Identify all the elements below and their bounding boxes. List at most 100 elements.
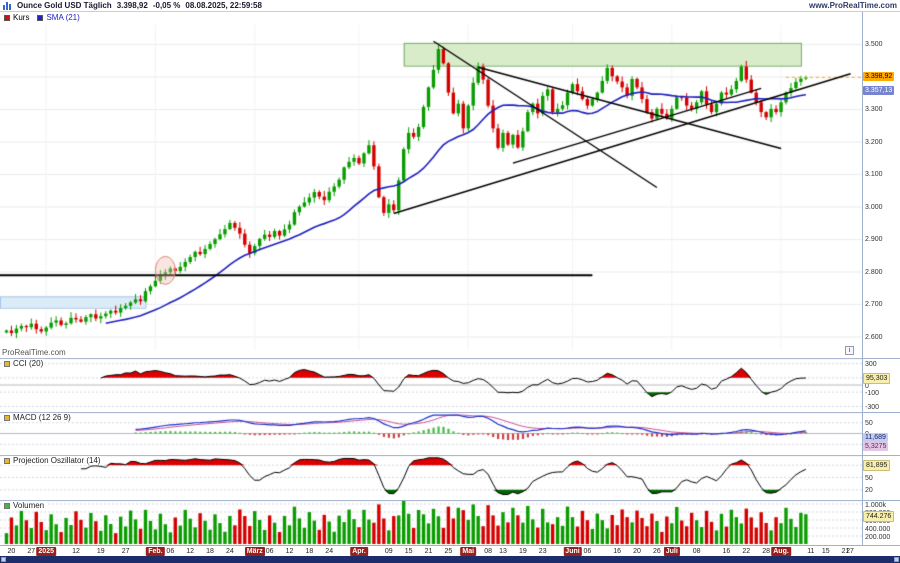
projection-canvas[interactable] xyxy=(0,455,862,500)
time-axis-day-label: 24 xyxy=(226,548,234,555)
time-axis-month-label: Apr. xyxy=(350,547,368,556)
price-tick-label: 3.100 xyxy=(865,171,883,178)
time-axis-month-label: Juni xyxy=(563,547,582,556)
watermark: ProRealTime.com xyxy=(2,348,66,357)
time-axis-day-label: 16 xyxy=(613,548,622,555)
price-tick-label: 2.700 xyxy=(865,301,883,308)
time-axis-day-label: 25 xyxy=(444,548,453,555)
price-tick-label: 3.500 xyxy=(865,41,883,48)
time-axis-day-label: 28 xyxy=(762,548,771,555)
indicator-icon xyxy=(4,414,10,421)
panel-tick-label: 200.000 xyxy=(865,533,891,541)
volume-label-chip[interactable]: Volumen xyxy=(2,501,47,510)
time-axis-day-label: 21 xyxy=(424,548,433,555)
time-axis[interactable]: 20 27 2025 12 19 27 Feb. 06 12 18 24 März 06 12 18 24 Ap… xyxy=(0,545,900,556)
quote-datetime: 08.08.2025, 22:59:58 xyxy=(185,1,262,10)
time-axis-day-label: 06 xyxy=(166,548,175,555)
price-tick-label: 2.600 xyxy=(865,333,883,341)
time-axis-day-label: 27 xyxy=(121,548,130,555)
volume-panel: Volumen 744.276 1.000k800.000600.000400.… xyxy=(0,500,900,545)
main-chart-canvas[interactable] xyxy=(0,12,862,358)
price-axis[interactable]: 3.398,92 3.357,13 3.5003.4003.3003.2003.… xyxy=(862,12,900,358)
panel-tick-label: 1.000k xyxy=(865,501,887,509)
prorealtime-link[interactable]: www.ProRealTime.com xyxy=(808,1,897,10)
cci-axis: 95,303 3001000-100-300 xyxy=(862,358,900,412)
info-button[interactable]: i xyxy=(845,346,854,355)
sma-icon xyxy=(37,14,44,21)
projection-plot-area[interactable]: Projection Oszillator (14) xyxy=(0,455,862,500)
time-axis-day-label: 20 xyxy=(633,548,641,555)
indicator-icon xyxy=(4,457,10,464)
main-chart-area[interactable]: Kurs SMA (21) ProRealTime.com i xyxy=(0,12,862,358)
projection-panel: Projection Oszillator (14) 81,895 805020 xyxy=(0,455,900,500)
time-axis-day-label: 11 xyxy=(807,548,815,555)
sma-value-badge: 3.357,13 xyxy=(863,85,895,95)
projection-value-badge: 81,895 xyxy=(863,460,891,471)
price-tick-label: 2.800 xyxy=(865,268,883,276)
time-axis-day-label: 09 xyxy=(384,548,393,555)
panel-tick-label: -300 xyxy=(865,403,880,411)
time-axis-day-label: 22 xyxy=(742,548,751,555)
cci-panel: CCI (20) 95,303 3001000-100-300 xyxy=(0,358,900,412)
scroll-right-icon[interactable] xyxy=(894,557,899,562)
panel-tick-label: 20 xyxy=(865,487,873,495)
time-axis-month-label: 2025 xyxy=(36,547,56,556)
time-axis-day-label: 20 xyxy=(7,548,16,555)
time-axis-day-label: 08 xyxy=(692,548,701,555)
cci-label-chip[interactable]: CCI (20) xyxy=(2,359,46,368)
time-axis-day-label: 21 xyxy=(841,548,850,555)
panel-tick-label: 400.000 xyxy=(865,525,891,533)
price-tick-label: 3.000 xyxy=(865,203,883,211)
macd-canvas[interactable] xyxy=(0,412,862,455)
projection-axis: 81,895 805020 xyxy=(862,455,900,500)
macd-label-chip[interactable]: MACD (12 26 9) xyxy=(2,413,73,422)
panel-tick-label: -100 xyxy=(865,389,880,397)
legend-sma-label: SMA (21) xyxy=(46,13,80,22)
time-axis-day-label: 12 xyxy=(72,548,80,555)
time-axis-day-label: 15 xyxy=(821,548,830,555)
time-axis-month-label: Feb. xyxy=(146,547,165,556)
time-axis-day-label: 24 xyxy=(325,548,334,555)
time-axis-month-label: Mai xyxy=(460,547,477,556)
legend-kurs[interactable]: Kurs xyxy=(4,13,29,22)
header: Ounce Gold USD Täglich 3.398,92 -0,05 % … xyxy=(0,0,900,12)
projection-label: Projection Oszillator (14) xyxy=(13,456,101,465)
bottom-bar xyxy=(0,556,900,563)
macd-signal-badge: 5,3275 xyxy=(863,442,889,451)
legend-kurs-label: Kurs xyxy=(13,13,30,22)
cci-canvas[interactable] xyxy=(0,358,862,412)
app-chart-icon xyxy=(3,1,12,10)
time-axis-day-label: 18 xyxy=(305,548,314,555)
time-axis-day-label: 15 xyxy=(404,548,413,555)
time-axis-day-label: 27 xyxy=(27,548,36,555)
legend-sma[interactable]: SMA (21) xyxy=(37,13,80,22)
time-axis-day-label: 23 xyxy=(538,548,547,555)
volume-plot-area[interactable]: Volumen xyxy=(0,500,862,545)
price-tick-label: 3.200 xyxy=(865,138,883,146)
time-axis-day-label: 08 xyxy=(484,548,492,555)
macd-plot-area[interactable]: MACD (12 26 9) xyxy=(0,412,862,455)
last-price-badge: 3.398,92 xyxy=(863,72,895,82)
volume-value-badge: 744.276 xyxy=(863,511,895,522)
panel-tick-label: 300 xyxy=(865,361,877,369)
volume-canvas[interactable] xyxy=(0,500,862,545)
scroll-left-icon[interactable] xyxy=(1,557,6,562)
panel-tick-label: 50 xyxy=(865,420,873,428)
time-axis-day-label: 26 xyxy=(653,548,661,555)
legend: Kurs SMA (21) xyxy=(2,13,82,22)
time-axis-day-label: 12 xyxy=(186,548,195,555)
macd-panel: MACD (12 26 9) 11,689 5,3275 500-50 xyxy=(0,412,900,455)
volume-axis: 744.276 1.000k800.000600.000400.000200.0… xyxy=(862,500,900,545)
cci-plot-area[interactable]: CCI (20) xyxy=(0,358,862,412)
panel-tick-label: 0 xyxy=(865,382,869,390)
time-axis-day-label: 27 xyxy=(846,548,854,555)
macd-line-badge: 11,689 xyxy=(863,433,888,442)
time-axis-day-label: 19 xyxy=(96,548,105,555)
projection-label-chip[interactable]: Projection Oszillator (14) xyxy=(2,456,103,465)
price-tick-label: 2.900 xyxy=(865,236,883,243)
macd-axis: 11,689 5,3275 500-50 xyxy=(862,412,900,455)
time-axis-month-label: März xyxy=(244,547,265,556)
panel-tick-label: 50 xyxy=(865,475,873,482)
time-axis-day-label: 13 xyxy=(499,548,507,555)
time-axis-month-label: Juli xyxy=(663,547,680,556)
